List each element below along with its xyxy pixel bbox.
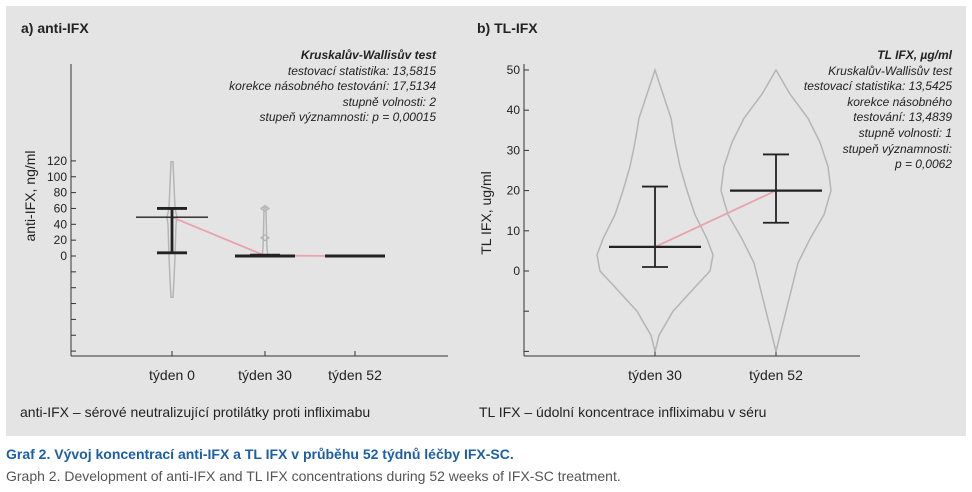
figure-panel	[6, 6, 966, 436]
y-tick-label: 30	[507, 143, 521, 157]
x-tick-label: týden 52	[328, 367, 382, 383]
y-tick-label: 0	[513, 264, 520, 278]
stats-b-line: korekce násobného	[847, 94, 952, 109]
stats-a-line: stupeň významnosti: p = 0,00015	[259, 110, 436, 125]
stats-b-line: p = 0,0062	[894, 157, 952, 172]
stats-b-heading: TL IFX, µg/ml	[877, 48, 952, 62]
outlier-marker	[259, 204, 271, 213]
violin-shape	[166, 160, 178, 298]
y-tick-label: 0	[60, 249, 67, 263]
stats-b-line: stupeň významnosti:	[842, 141, 952, 156]
y-tick-label: 80	[54, 186, 68, 200]
stats-a-line: testovací statistika: 13,5815	[287, 63, 436, 78]
y-tick-label: 60	[54, 201, 68, 215]
y-tick-label: 120	[47, 154, 67, 168]
caption-czech: Graf 2. Vývoj koncentrací anti-IFX a TL …	[6, 446, 514, 462]
y-tick-label: 10	[507, 224, 521, 238]
x-tick-label: týden 30	[628, 367, 682, 383]
y-tick-label: 20	[507, 184, 521, 198]
stats-b-line: Kruskalův-Wallisův test	[828, 63, 952, 78]
y-tick-label: 100	[47, 170, 67, 184]
stats-box-b: TL IFX, µg/ml Kruskalův-Wallisův test te…	[804, 48, 952, 173]
violin-shape	[596, 67, 714, 352]
violin-shape	[261, 206, 269, 257]
x-tick-label: týden 0	[149, 367, 195, 383]
panel-b-title: b) TL-IFX	[477, 20, 538, 36]
x-tick-label: týden 30	[238, 367, 292, 383]
y-tick-label: 50	[507, 63, 521, 77]
y-tick-label: 40	[54, 217, 68, 231]
panel-a-title: a) anti-IFX	[21, 20, 89, 36]
stats-a-line: korekce násobného testování: 17,5134	[229, 79, 436, 94]
stats-b-line: testovací statistika: 13,5425	[803, 79, 952, 94]
stats-box-a: Kruskalův-Wallisův test testovací statis…	[229, 48, 436, 126]
stats-b-line: testování: 13,4839	[853, 110, 952, 125]
y-axis-title: anti-IFX, ng/ml	[22, 150, 38, 241]
outlier-marker	[259, 233, 271, 242]
median-trend-line	[654, 189, 777, 248]
stats-a-line: stupně volnosti: 2	[342, 94, 436, 109]
y-axis-title: TL IFX, ug/ml	[478, 171, 494, 255]
caption-english: Graph 2. Development of anti-IFX and TL …	[6, 468, 621, 484]
stats-b-line: stupně volnosti: 1	[858, 125, 952, 140]
y-tick-label: 40	[507, 103, 521, 117]
violin-shape	[720, 68, 832, 352]
x-tick-label: týden 52	[749, 367, 803, 383]
stats-a-heading: Kruskalův-Wallisův test	[300, 48, 436, 62]
y-tick-label: 20	[54, 233, 68, 247]
note-anti-ifx: anti-IFX – sérové neutralizující protilá…	[20, 404, 371, 420]
note-tl-ifx: TL IFX – údolní koncentrace infliximabu …	[479, 404, 767, 420]
